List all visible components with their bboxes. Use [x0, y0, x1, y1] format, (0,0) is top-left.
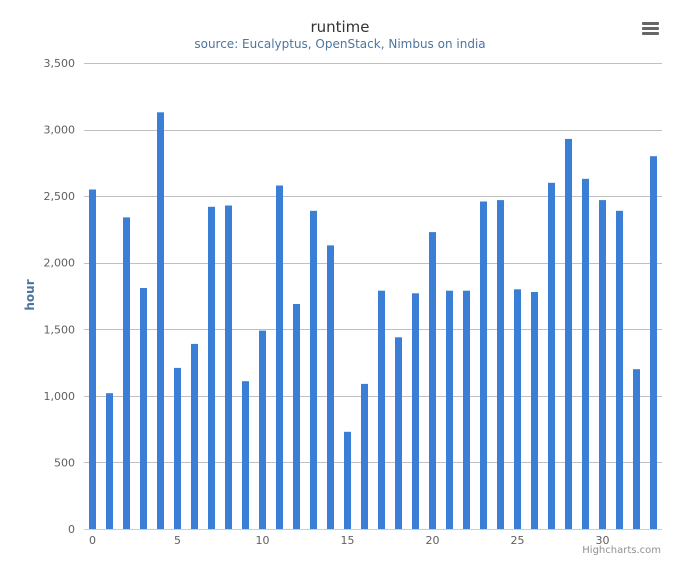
bar[interactable] — [157, 112, 164, 530]
bar[interactable] — [123, 217, 130, 529]
bar[interactable] — [548, 182, 555, 530]
bar[interactable] — [565, 138, 572, 529]
bar[interactable] — [480, 201, 487, 530]
bar[interactable] — [361, 383, 368, 529]
bar[interactable] — [395, 337, 402, 529]
x-tick-label: 25 — [511, 534, 525, 547]
chart-subtitle: source: Eucalyptus, OpenStack, Nimbus on… — [194, 37, 486, 51]
menu-bar-line — [642, 27, 659, 30]
bar[interactable] — [310, 210, 317, 530]
y-tick-label: 2,500 — [44, 190, 76, 203]
bar[interactable] — [89, 189, 96, 530]
bar[interactable] — [191, 343, 198, 529]
hamburger-menu-icon[interactable] — [638, 18, 664, 40]
bar[interactable] — [497, 200, 504, 529]
bar[interactable] — [293, 304, 300, 529]
y-tick-label: 2,000 — [44, 257, 76, 270]
bar[interactable] — [276, 185, 283, 530]
bar[interactable] — [225, 205, 232, 530]
x-tick-label: 30 — [596, 534, 610, 547]
y-tick-label: 3,000 — [44, 124, 76, 137]
bar[interactable] — [582, 178, 589, 530]
y-tick-label: 1,500 — [44, 323, 76, 336]
bar[interactable] — [344, 431, 351, 529]
bar[interactable] — [616, 210, 623, 530]
bar[interactable] — [378, 290, 385, 529]
menu-bar-line — [642, 32, 659, 35]
credits-link[interactable]: Highcharts.com — [582, 545, 661, 556]
y-tick-label: 500 — [54, 456, 75, 469]
bar[interactable] — [650, 156, 657, 529]
bar[interactable] — [242, 381, 249, 529]
bar[interactable] — [106, 393, 113, 529]
bar[interactable] — [174, 367, 181, 529]
y-tick-label: 3,500 — [44, 57, 76, 70]
y-tick-label: 0 — [68, 523, 75, 536]
x-tick-label: 0 — [89, 534, 96, 547]
chart-title: runtime — [310, 18, 370, 36]
x-tick-label: 10 — [256, 534, 270, 547]
bar[interactable] — [327, 245, 334, 529]
bar[interactable] — [599, 200, 606, 529]
bar[interactable] — [140, 288, 147, 529]
x-tick-label: 15 — [341, 534, 355, 547]
bar[interactable] — [633, 369, 640, 529]
bar[interactable] — [429, 232, 436, 529]
x-tick-label: 5 — [174, 534, 181, 547]
y-tick-label: 1,000 — [44, 390, 76, 403]
bar[interactable] — [208, 206, 215, 530]
menu-bar-line — [642, 22, 659, 25]
bar[interactable] — [514, 289, 521, 529]
bar[interactable] — [531, 292, 538, 529]
bar[interactable] — [259, 330, 266, 529]
bar[interactable] — [412, 293, 419, 529]
x-tick-label: 20 — [426, 534, 440, 547]
bar[interactable] — [446, 290, 453, 529]
bar[interactable] — [463, 290, 470, 529]
